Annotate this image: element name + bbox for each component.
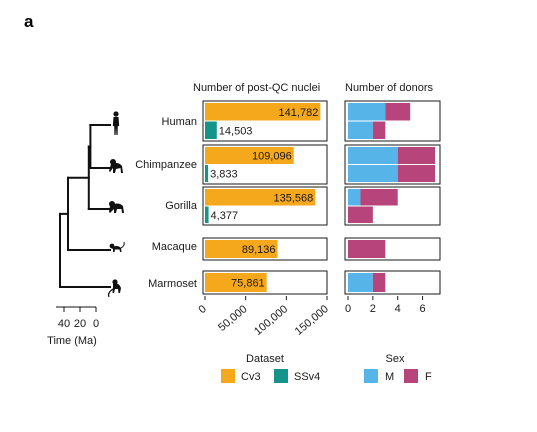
nuclei-box-macaque xyxy=(202,237,328,261)
nuclei-box-chimpanzee xyxy=(202,144,328,185)
legend-swatch-cv3 xyxy=(221,369,235,383)
donor-bar-female-gorilla-cv3 xyxy=(360,189,398,206)
bar-cv3-chimpanzee xyxy=(205,147,294,164)
panel-label: a xyxy=(24,12,34,31)
donor-bar-female-chimpanzee-ssv4 xyxy=(397,165,435,182)
nuclei-tick-label-0: 0 xyxy=(197,303,209,316)
legend-label-ssv4: SSv4 xyxy=(294,371,320,383)
donor-bar-male-chimpanzee-ssv4 xyxy=(348,165,398,182)
donors-chart: 0 2 4 6 xyxy=(344,100,441,315)
donor-bar-male-chimpanzee-cv3 xyxy=(348,147,398,164)
value-label-cv3-gorilla: 135,568 xyxy=(273,192,313,204)
donors-box-macaque xyxy=(344,237,441,261)
value-label-cv3-human: 141,782 xyxy=(279,107,319,119)
donors-box-chimpanzee xyxy=(344,144,441,185)
nuclei-box-gorilla xyxy=(202,186,328,226)
value-label-ssv4-chimpanzee: 3,833 xyxy=(210,169,238,181)
bar-cv3-marmoset xyxy=(205,273,267,292)
donor-bar-female-gorilla-ssv4 xyxy=(348,206,373,223)
nuclei-chart: 141,782 14,503 109,096 3,833 135,568 4,377 89,… xyxy=(197,100,331,338)
sex-legend-title: Sex xyxy=(386,353,405,365)
bar-cv3-gorilla xyxy=(205,189,316,206)
value-label-ssv4-gorilla: 4,377 xyxy=(211,210,239,222)
value-label-cv3-chimpanzee: 109,096 xyxy=(252,151,292,163)
value-label-cv3-marmoset: 75,861 xyxy=(231,278,265,290)
donor-bar-male-human-cv3 xyxy=(348,103,386,121)
nuclei-tick-label-2: 100,000 xyxy=(252,303,290,338)
bar-ssv4-chimpanzee xyxy=(205,165,209,182)
bar-ssv4-human xyxy=(205,121,217,139)
legend-swatch-ssv4 xyxy=(274,369,288,383)
nuclei-box-marmoset xyxy=(202,270,328,295)
tree-axis-label: Time (Ma) xyxy=(47,335,97,347)
human-icon xyxy=(112,111,120,135)
donors-tick-label-3: 6 xyxy=(420,303,426,315)
legend-swatch-female xyxy=(404,369,418,383)
tree-tick-label-2: 0 xyxy=(93,318,99,330)
donors-tick-label-1: 2 xyxy=(370,303,376,315)
donor-bar-male-human-ssv4 xyxy=(348,121,373,139)
bar-cv3-human xyxy=(205,103,321,121)
dataset-legend-title: Dataset xyxy=(246,353,284,365)
species-label-marmoset: Marmoset xyxy=(148,278,197,290)
donors-box-gorilla xyxy=(344,186,441,226)
donor-bar-male-marmoset-cv3 xyxy=(348,273,373,292)
dataset-legend: Dataset Cv3 SSv4 xyxy=(221,353,320,383)
donors-box-marmoset xyxy=(344,270,441,295)
donor-bar-female-human-cv3 xyxy=(385,103,411,121)
donor-bar-female-marmoset-cv3 xyxy=(372,273,386,292)
nuclei-tick-label-3: 150,000 xyxy=(293,303,331,338)
species-label-human: Human xyxy=(162,116,197,128)
donors-box-human xyxy=(344,100,441,142)
nuclei-tick-label-1: 50,000 xyxy=(216,303,249,334)
bar-cv3-macaque xyxy=(205,240,278,258)
tree-tick-label-1: 20 xyxy=(74,318,86,330)
donors-tick-label-0: 0 xyxy=(345,303,351,315)
legend-swatch-male xyxy=(364,369,378,383)
tree-time-axis: 40 20 0 xyxy=(56,306,99,330)
species-label-macaque: Macaque xyxy=(152,241,197,253)
chimpanzee-icon xyxy=(109,159,123,173)
donor-bar-female-chimpanzee-cv3 xyxy=(397,147,435,164)
donor-bar-male-gorilla-cv3 xyxy=(348,189,361,206)
legend-label-cv3: Cv3 xyxy=(241,371,261,383)
species-icons xyxy=(107,111,125,298)
nuclei-box-human xyxy=(202,100,328,142)
phylogenetic-tree xyxy=(59,124,111,288)
marmoset-icon xyxy=(107,279,121,298)
species-label-chimpanzee: Chimpanzee xyxy=(135,159,197,171)
donor-bar-female-macaque-cv3 xyxy=(348,240,386,258)
nuclei-chart-title: Number of post-QC nuclei xyxy=(193,82,320,94)
donors-tick-label-2: 4 xyxy=(395,303,401,315)
legend-label-female: F xyxy=(425,371,432,383)
value-label-cv3-macaque: 89,136 xyxy=(242,244,276,256)
donors-chart-title: Number of donors xyxy=(345,82,434,94)
legend-label-male: M xyxy=(385,371,394,383)
bar-ssv4-gorilla xyxy=(205,206,209,223)
donor-bar-female-human-ssv4 xyxy=(372,121,386,139)
macaque-icon xyxy=(109,241,125,252)
sex-legend: Sex M F xyxy=(364,353,432,383)
tree-tick-label-0: 40 xyxy=(58,318,70,330)
value-label-ssv4-human: 14,503 xyxy=(219,125,253,137)
species-labels: Human Chimpanzee Gorilla Macaque Marmose… xyxy=(135,116,198,290)
species-label-gorilla: Gorilla xyxy=(165,200,198,212)
gorilla-icon xyxy=(109,201,124,213)
